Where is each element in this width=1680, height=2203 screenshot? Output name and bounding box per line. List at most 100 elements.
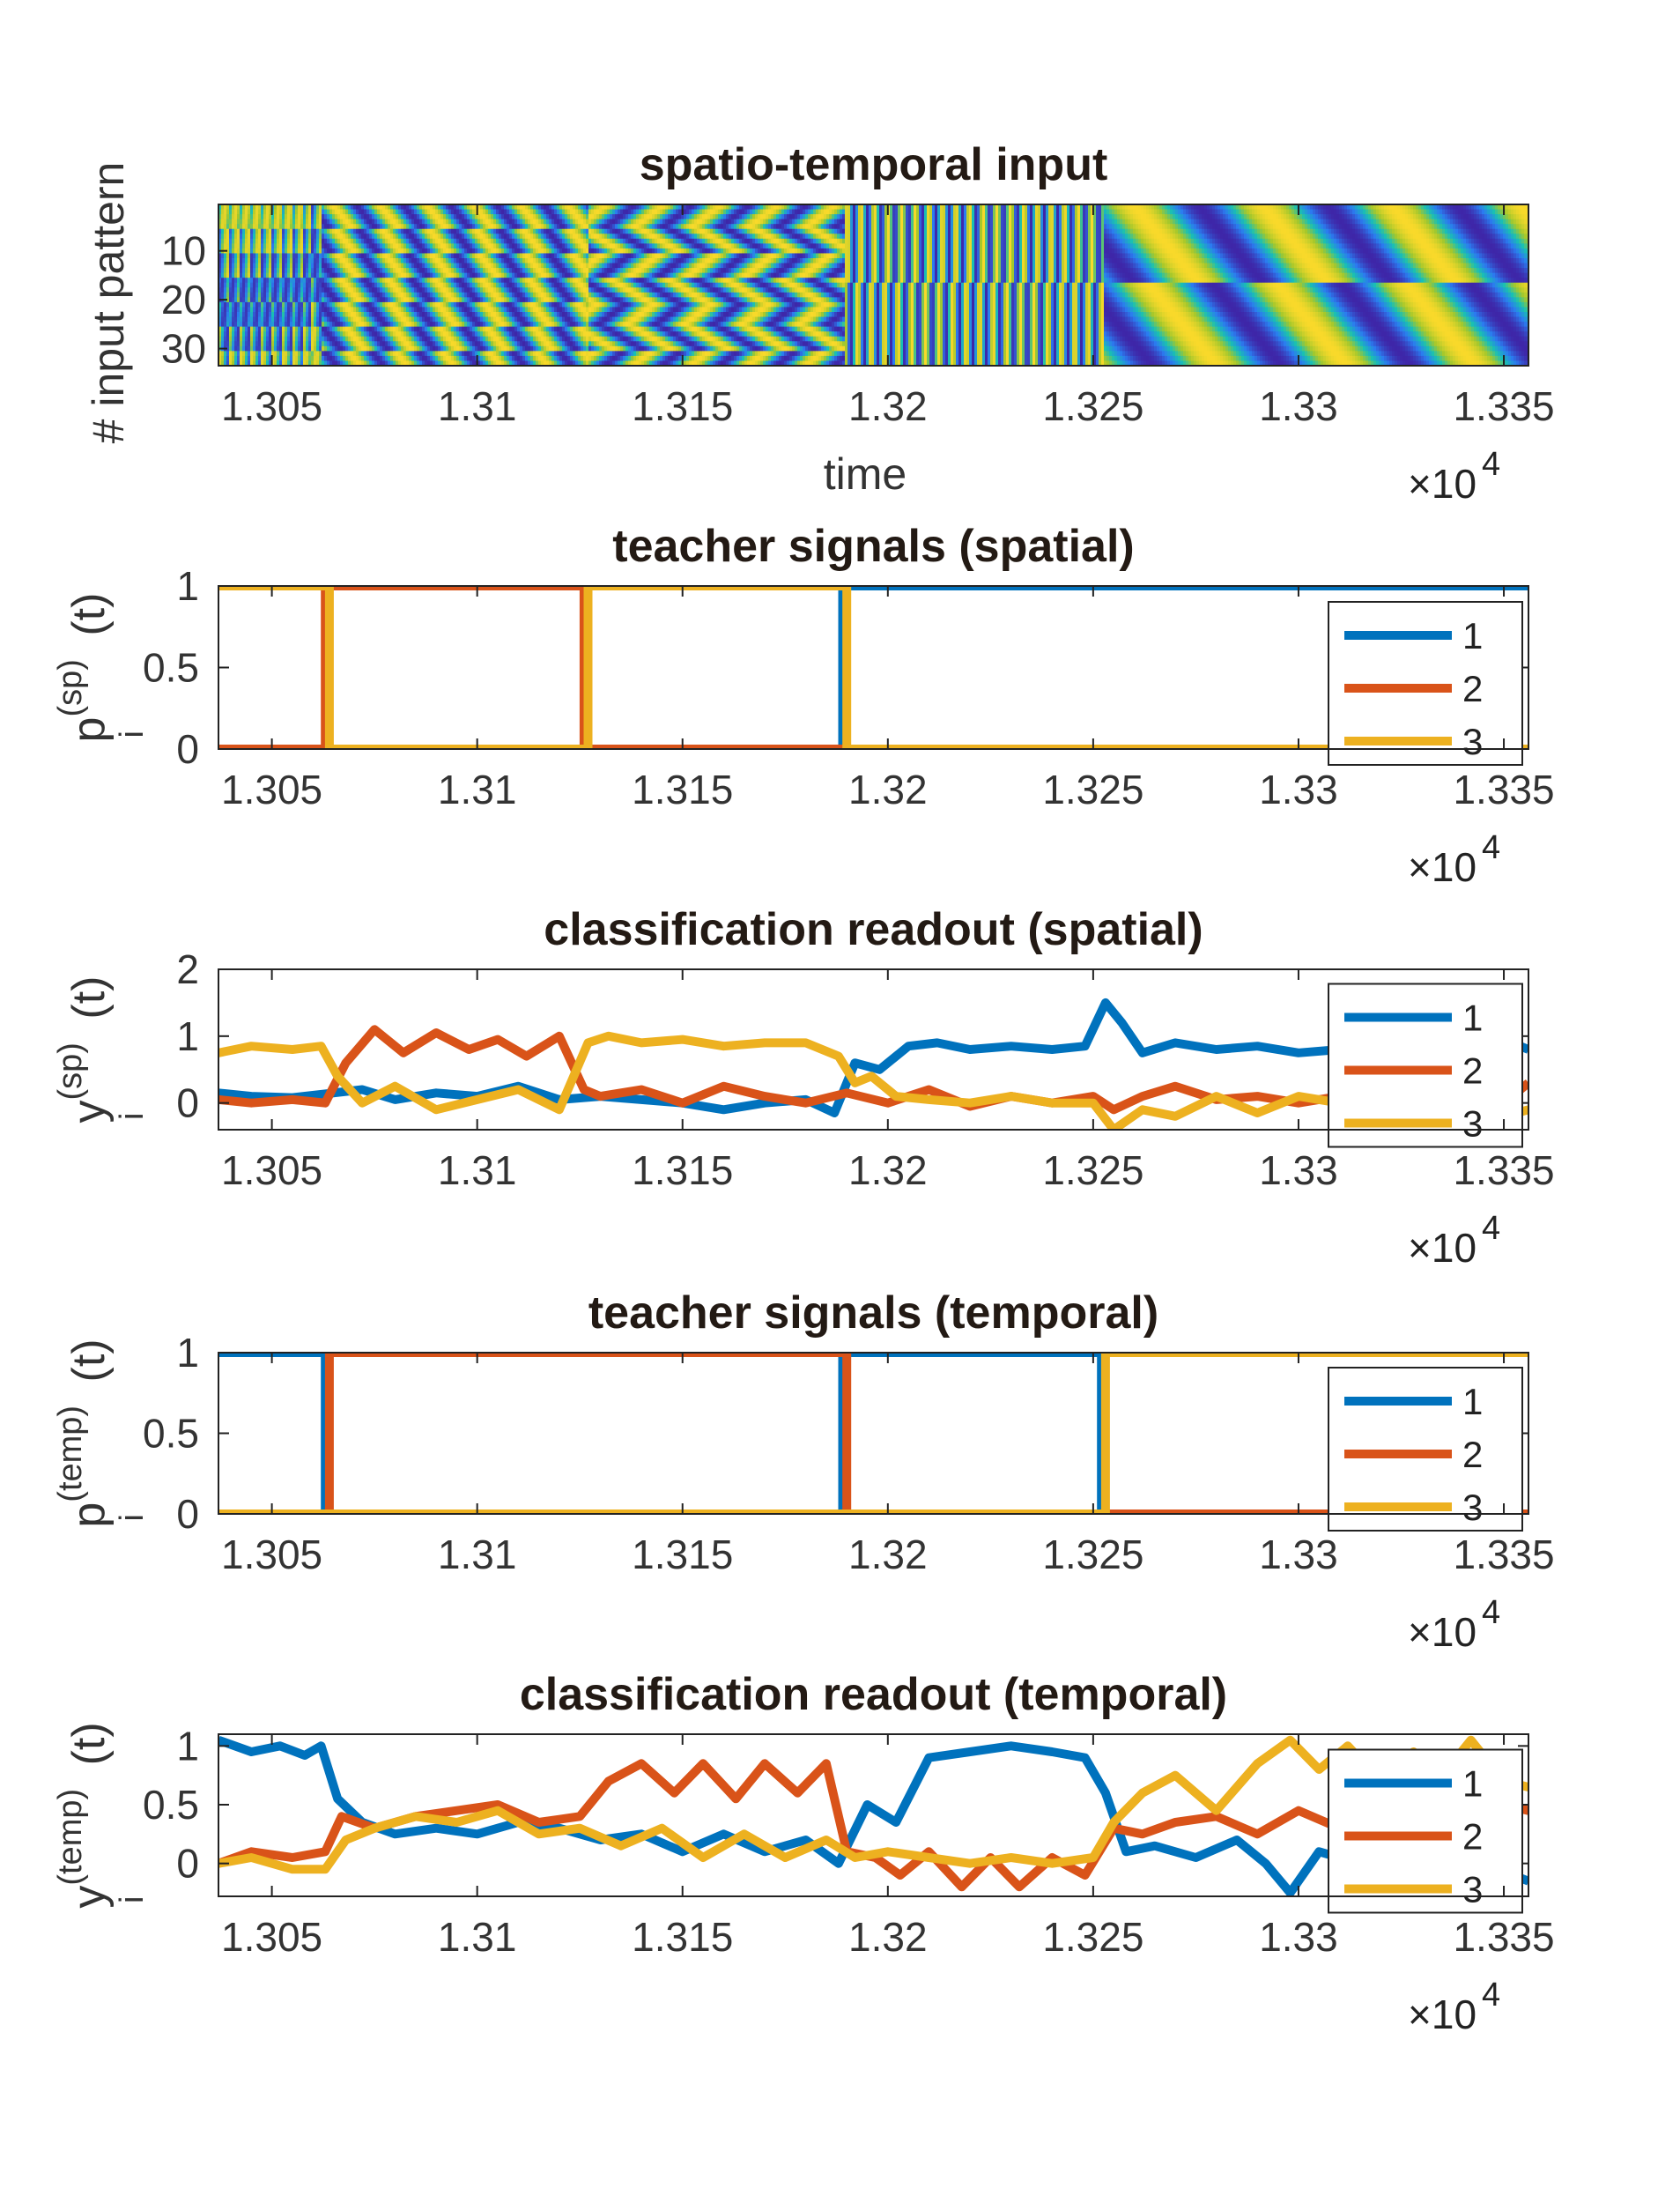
heatmap-cell (361, 268, 365, 274)
heatmap-cell (361, 224, 365, 230)
heatmap-cell (372, 355, 375, 362)
heatmap-cell (345, 224, 349, 230)
heatmap-cell (298, 287, 301, 293)
heatmap-cell (377, 316, 381, 323)
heatmap-cell (361, 322, 365, 328)
heatmap-cell (292, 355, 296, 362)
heatmap-cell (298, 243, 301, 249)
heatmap-cell (232, 355, 235, 362)
heatmap-cell (356, 282, 359, 288)
heatmap-cell (279, 307, 283, 313)
heatmap-cell (327, 322, 330, 328)
heatmap-cell (311, 224, 315, 230)
heatmap-cell (237, 238, 241, 244)
heatmap-cell (390, 224, 394, 230)
heatmap-cell (279, 258, 283, 264)
heatmap-cell (282, 214, 285, 220)
heatmap-cell (261, 228, 264, 234)
heatmap-cell (366, 228, 370, 234)
heatmap-cell (327, 228, 330, 234)
heatmap-cell (234, 297, 238, 303)
heatmap-cell (390, 331, 394, 337)
heatmap-cell (242, 322, 246, 328)
heatmap-cell (390, 228, 394, 234)
heatmap-cell (351, 243, 354, 249)
heatmap-cell (348, 297, 352, 303)
heatmap-cell (353, 345, 357, 352)
heatmap-cell (388, 322, 391, 328)
heatmap-cell (261, 292, 264, 298)
heatmap-cell (229, 341, 233, 347)
heatmap-cell (258, 278, 262, 284)
heatmap-cell (359, 355, 362, 362)
heatmap-cell (290, 228, 293, 234)
heatmap-cell (298, 326, 301, 332)
heatmap-cell (380, 204, 383, 211)
heatmap-cell (359, 351, 362, 357)
heatmap-cell (240, 322, 243, 328)
heatmap-cell (277, 268, 280, 274)
heatmap-cell (245, 316, 248, 323)
heatmap-cell (218, 278, 222, 284)
heatmap-cell (327, 331, 330, 337)
heatmap-cell (277, 214, 280, 220)
heatmap-cell (372, 331, 375, 337)
heatmap-cell (253, 228, 256, 234)
heatmap-cell (292, 345, 296, 352)
heatmap-cell (221, 287, 225, 293)
heatmap-cell (245, 253, 248, 259)
heatmap-cell (361, 248, 365, 255)
heatmap-cell (221, 301, 225, 308)
heatmap-cell (224, 322, 227, 328)
heatmap-cell (319, 253, 322, 259)
heatmap-cell (319, 297, 322, 303)
heatmap-cell (322, 345, 325, 352)
heatmap-cell (285, 297, 288, 303)
heatmap-cell (253, 219, 256, 225)
heatmap-cell (361, 228, 365, 234)
heatmap-cell (337, 351, 341, 357)
heatmap-cell (221, 258, 225, 264)
heatmap-cell (356, 360, 359, 366)
heatmap-cell (345, 258, 349, 264)
heatmap-cell (382, 331, 386, 337)
heatmap-cell (263, 224, 267, 230)
heatmap-cell (372, 204, 375, 211)
heatmap-cell (353, 243, 357, 249)
heatmap-cell (226, 341, 230, 347)
heatmap-cell (356, 297, 359, 303)
heatmap-cell (329, 336, 333, 342)
heatmap-cell (218, 282, 222, 288)
heatmap-cell (329, 292, 333, 298)
heatmap-cell (327, 268, 330, 274)
heatmap-cell (292, 351, 296, 357)
heatmap-cell (282, 253, 285, 259)
heatmap-cell (393, 326, 396, 332)
heatmap-cell (314, 341, 317, 347)
heatmap-cell (263, 219, 267, 225)
heatmap-cell (332, 282, 336, 288)
heatmap-cell (322, 248, 325, 255)
heatmap-cell (316, 326, 320, 332)
heatmap-cell (234, 287, 238, 293)
heatmap-cell (356, 214, 359, 220)
heatmap-cell (245, 301, 248, 308)
heatmap-cell (361, 331, 365, 337)
heatmap-cell (385, 228, 389, 234)
heatmap-cell (303, 336, 307, 342)
heatmap-cell (364, 297, 367, 303)
heatmap-cell (337, 282, 341, 288)
heatmap-cell (248, 272, 251, 278)
heatmap-cell (351, 297, 354, 303)
heatmap-cell (335, 360, 338, 366)
heatmap-cell (337, 316, 341, 323)
heatmap-cell (332, 258, 336, 264)
heatmap-cell (269, 316, 272, 323)
heatmap-cell (382, 272, 386, 278)
heatmap-cell (248, 345, 251, 352)
heatmap-cell (390, 351, 394, 357)
heatmap-cell (234, 282, 238, 288)
heatmap-cell (351, 238, 354, 244)
heatmap-cell (316, 263, 320, 269)
heatmap-cell (335, 326, 338, 332)
